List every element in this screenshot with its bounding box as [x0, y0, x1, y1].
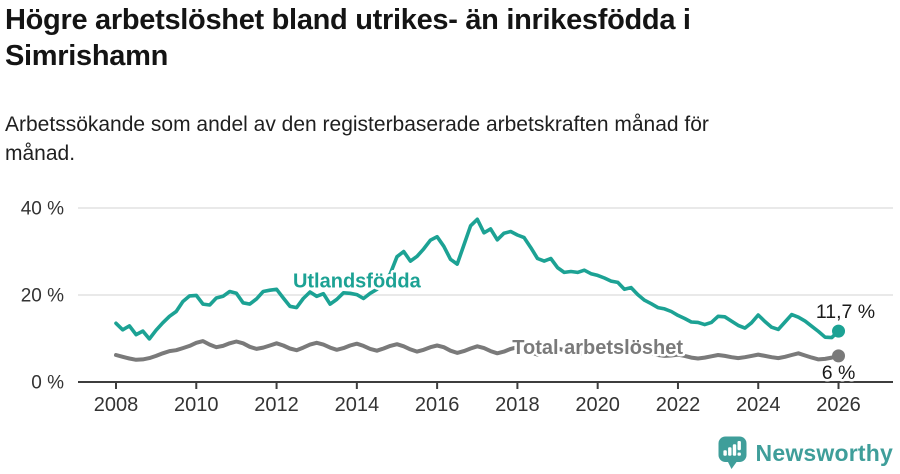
page-subtitle-line-2: månad.: [5, 142, 76, 165]
series-label-utlandsfodda: Utlandsfödda: [293, 271, 422, 293]
series-line-total: [114, 339, 841, 362]
series-line-utlandsfodda: [114, 217, 841, 341]
x-tick-label: 2010: [174, 394, 219, 416]
page-title: Högre arbetslöshet bland utrikes- än inr…: [5, 2, 875, 74]
series-end-dot-total: [832, 349, 846, 363]
page-title-line-1: Högre arbetslöshet bland utrikes- än inr…: [5, 4, 691, 36]
y-tick-label: 20 %: [21, 286, 64, 307]
y-tick-label: 0 %: [31, 373, 64, 394]
series-end-value-label-utlandsfodda: 11,7 %: [816, 301, 875, 323]
line-chart: 2008 2010 2012 2014 2016 2018 2020 2022 2024 2026…: [21, 199, 893, 416]
series-label-total: Total arbetslöshet: [512, 337, 683, 359]
x-tick-label: 2008: [94, 394, 139, 416]
x-tick-label: 2012: [254, 394, 299, 416]
bar-chart-speech-bubble-icon: [718, 436, 747, 469]
newsworthy-logo-text: Newsworthy: [755, 439, 893, 466]
page-subtitle-line-1: Arbetssökande som andel av den registerb…: [5, 113, 709, 136]
page-subtitle: Arbetssökande som andel av den registerb…: [5, 110, 875, 168]
x-tick-label: 2016: [415, 394, 460, 416]
y-tick-label: 40 %: [21, 199, 64, 220]
page-title-line-2: Simrishamn: [5, 40, 168, 72]
series-end-value-label-total: 6 %: [822, 362, 856, 384]
x-tick-label: 2026: [816, 394, 861, 416]
x-tick-label: 2024: [736, 394, 781, 416]
x-tick-label: 2022: [656, 394, 701, 416]
x-tick-label: 2018: [495, 394, 540, 416]
x-tick-label: 2014: [335, 394, 380, 416]
newsworthy-logo: Newsworthy: [718, 436, 893, 470]
series-end-dot-utlandsfodda: [832, 324, 846, 338]
x-tick-label: 2020: [575, 394, 620, 416]
